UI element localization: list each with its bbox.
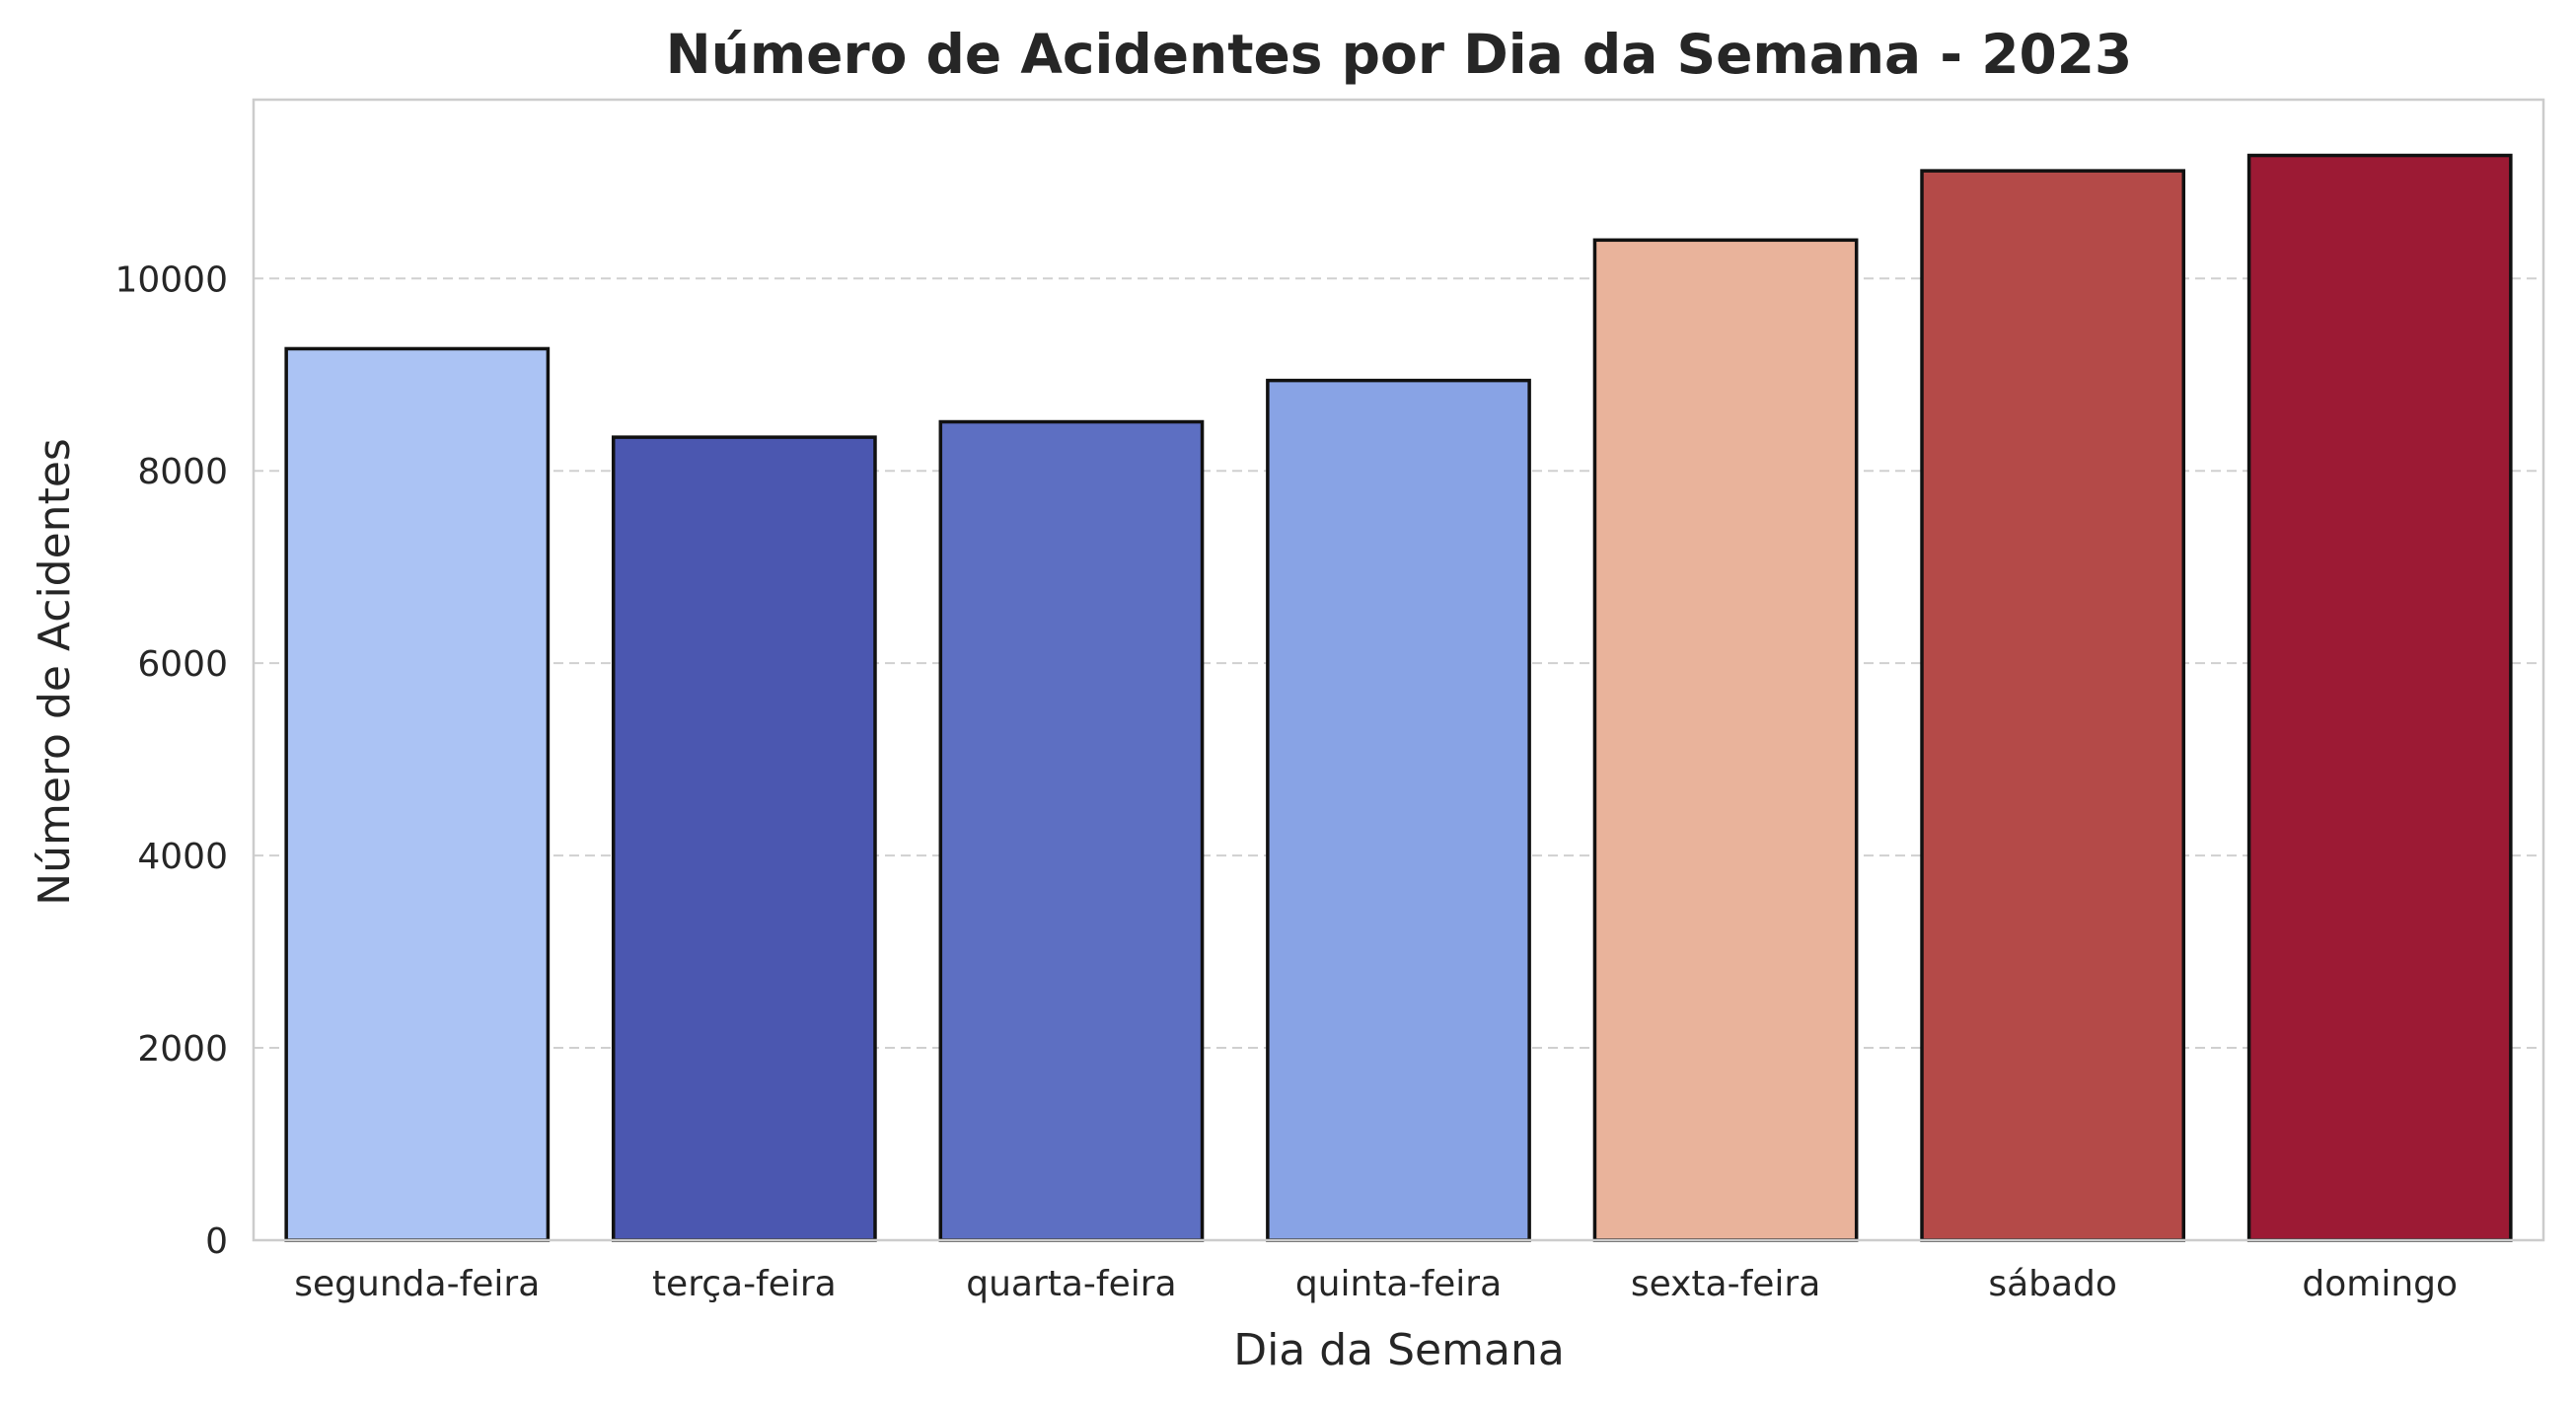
y-axis-ticks: 0 2000 4000 6000 8000 10000 <box>114 259 228 1262</box>
y-tick-label: 6000 <box>137 644 228 685</box>
bar-2 <box>611 435 877 1242</box>
x-tick-label: quinta-feira <box>1295 1264 1502 1304</box>
bar-7 <box>2246 153 2513 1242</box>
x-tick-label: segunda-feira <box>294 1264 540 1304</box>
y-tick-label: 8000 <box>137 452 228 492</box>
x-axis-title: Dia da Semana <box>1233 1325 1565 1375</box>
bar-1 <box>284 346 551 1242</box>
plot-frame <box>252 98 2545 1242</box>
y-axis-title: Número de Acidentes <box>30 438 80 906</box>
chart-title: Número de Acidentes por Dia da Semana - … <box>666 23 2133 86</box>
y-tick-label: 0 <box>205 1221 228 1262</box>
x-tick-label: sábado <box>1988 1264 2117 1304</box>
bars <box>284 153 2513 1242</box>
bar-4 <box>1266 378 1531 1242</box>
y-tick-label: 4000 <box>137 837 228 877</box>
bar-5 <box>1592 238 1859 1242</box>
y-tick-label: 10000 <box>114 259 228 300</box>
x-tick-label: quarta-feira <box>966 1264 1176 1304</box>
x-axis-ticks: segunda-feira terça-feira quarta-feira quin… <box>294 1264 2458 1304</box>
x-tick-label: terça-feira <box>652 1264 837 1304</box>
bar-6 <box>1920 169 2186 1242</box>
bar-3 <box>938 419 1205 1242</box>
y-tick-label: 2000 <box>137 1029 228 1070</box>
x-tick-label: sexta-feira <box>1631 1264 1820 1304</box>
x-tick-label: domingo <box>2302 1264 2458 1304</box>
